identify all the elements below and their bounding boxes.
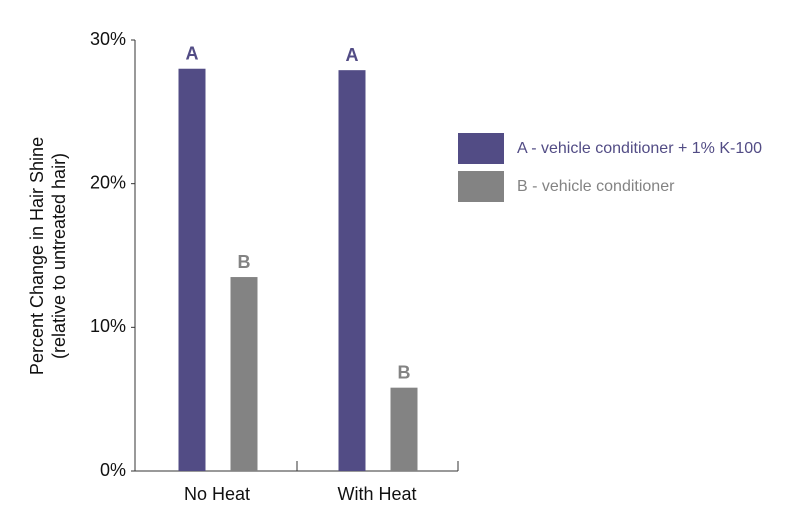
bar-letter: B — [398, 362, 411, 382]
x-tick-label: With Heat — [337, 484, 416, 504]
bar — [390, 387, 418, 471]
legend-swatch — [458, 171, 504, 202]
bar — [178, 68, 206, 471]
bar — [230, 277, 258, 471]
legend-label: B - vehicle conditioner — [517, 178, 675, 195]
bar-letter: A — [346, 45, 359, 65]
y-tick-label: 20% — [90, 172, 126, 192]
y-tick-label: 0% — [100, 460, 126, 480]
y-tick-label: 30% — [90, 29, 126, 49]
bar-letter: A — [186, 43, 199, 63]
x-tick-label: No Heat — [184, 484, 250, 504]
y-tick-label: 10% — [90, 316, 126, 336]
y-label-line: Percent Change in Hair Shine — [27, 137, 47, 375]
bar-letter: B — [238, 252, 251, 272]
bar — [338, 70, 366, 472]
y-axis-title: Percent Change in Hair Shine (relative t… — [27, 137, 69, 375]
legend-label: A - vehicle conditioner + 1% K-100 — [517, 140, 762, 157]
y-label-line: (relative to untreated hair) — [49, 153, 69, 359]
legend-swatch — [458, 133, 504, 164]
